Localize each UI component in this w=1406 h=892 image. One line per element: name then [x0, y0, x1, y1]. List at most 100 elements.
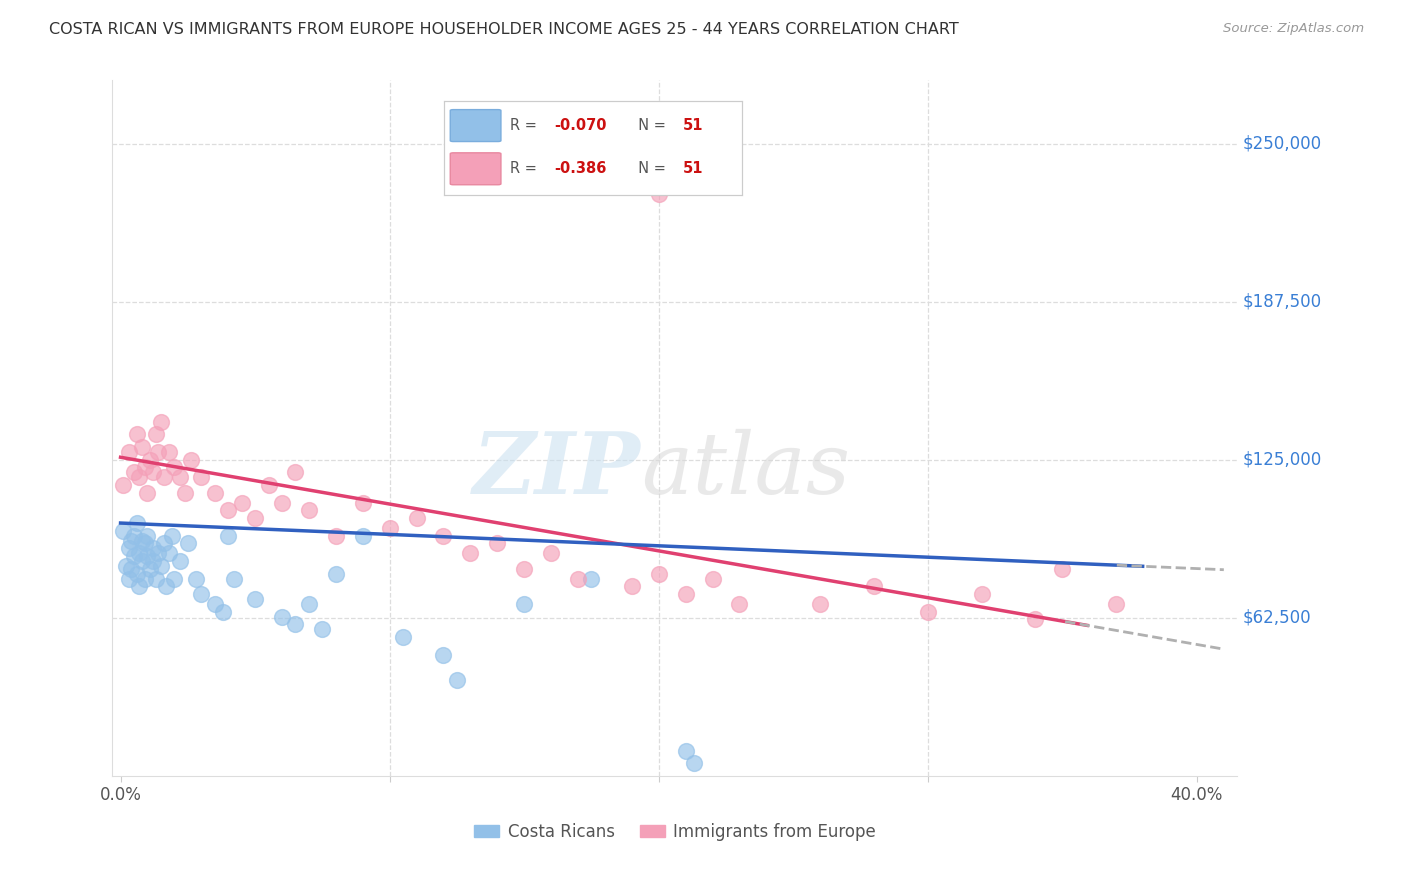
- Point: [257, 478, 280, 492]
- Point: [142, 554, 165, 568]
- Point: [231, 496, 253, 510]
- Point: [128, 579, 150, 593]
- Point: [149, 415, 172, 429]
- Point: [145, 427, 167, 442]
- Point: [142, 466, 165, 480]
- Point: [204, 597, 226, 611]
- Point: [136, 529, 159, 543]
- Point: [352, 496, 374, 510]
- Point: [160, 529, 183, 543]
- Point: [567, 572, 589, 586]
- Point: [122, 549, 145, 563]
- Point: [243, 591, 266, 606]
- Point: [128, 546, 150, 560]
- Point: [134, 572, 156, 586]
- Point: [204, 485, 226, 500]
- Point: [152, 470, 174, 484]
- Point: [180, 452, 202, 467]
- Point: [142, 541, 165, 556]
- Point: [125, 427, 148, 442]
- Point: [378, 521, 401, 535]
- Point: [271, 609, 294, 624]
- Point: [134, 460, 156, 475]
- Point: [325, 529, 347, 543]
- Point: [139, 452, 162, 467]
- Text: $125,000: $125,000: [1243, 450, 1322, 469]
- Text: ZIP: ZIP: [474, 428, 641, 512]
- Point: [139, 561, 162, 575]
- Point: [122, 529, 145, 543]
- Point: [145, 572, 167, 586]
- Point: [970, 587, 993, 601]
- Point: [163, 572, 186, 586]
- Point: [620, 579, 643, 593]
- Text: COSTA RICAN VS IMMIGRANTS FROM EUROPE HOUSEHOLDER INCOME AGES 25 - 44 YEARS CORR: COSTA RICAN VS IMMIGRANTS FROM EUROPE HO…: [49, 22, 959, 37]
- Point: [284, 617, 307, 632]
- Point: [136, 549, 159, 563]
- Point: [148, 445, 170, 459]
- Point: [163, 460, 186, 475]
- Point: [222, 572, 245, 586]
- Point: [149, 559, 172, 574]
- Point: [174, 485, 197, 500]
- Point: [808, 597, 831, 611]
- Point: [392, 630, 415, 644]
- Point: [157, 445, 180, 459]
- Point: [184, 572, 207, 586]
- Point: [120, 561, 142, 575]
- Point: [169, 554, 191, 568]
- Point: [682, 756, 704, 771]
- Point: [405, 511, 427, 525]
- Point: [131, 533, 153, 548]
- Point: [513, 597, 536, 611]
- Point: [120, 533, 142, 548]
- Point: [122, 466, 145, 480]
- Point: [152, 536, 174, 550]
- Point: [217, 503, 239, 517]
- Point: [125, 516, 148, 530]
- Point: [298, 597, 321, 611]
- Point: [728, 597, 751, 611]
- Point: [1052, 561, 1074, 575]
- Point: [157, 546, 180, 560]
- Point: [1024, 612, 1046, 626]
- Point: [211, 605, 233, 619]
- Point: [125, 566, 148, 581]
- Point: [298, 503, 321, 517]
- Point: [648, 187, 671, 202]
- Point: [1105, 597, 1128, 611]
- Point: [190, 470, 212, 484]
- Point: [148, 546, 170, 560]
- Text: $187,500: $187,500: [1243, 293, 1322, 310]
- Point: [131, 554, 153, 568]
- Point: [675, 744, 697, 758]
- Point: [134, 536, 156, 550]
- Point: [540, 546, 562, 560]
- Point: [486, 536, 509, 550]
- Point: [169, 470, 191, 484]
- Point: [325, 566, 347, 581]
- Point: [513, 561, 536, 575]
- Point: [177, 536, 200, 550]
- Point: [190, 587, 212, 601]
- Point: [702, 572, 724, 586]
- Point: [117, 445, 139, 459]
- Point: [217, 529, 239, 543]
- Point: [675, 587, 697, 601]
- Point: [460, 546, 482, 560]
- Point: [115, 559, 138, 574]
- Point: [117, 572, 139, 586]
- Point: [432, 648, 454, 662]
- Text: $250,000: $250,000: [1243, 135, 1322, 153]
- Point: [155, 579, 177, 593]
- Point: [243, 511, 266, 525]
- Point: [352, 529, 374, 543]
- Point: [284, 466, 307, 480]
- Point: [128, 470, 150, 484]
- Point: [271, 496, 294, 510]
- Point: [581, 572, 603, 586]
- Point: [311, 622, 333, 636]
- Point: [136, 485, 159, 500]
- Legend: Costa Ricans, Immigrants from Europe: Costa Ricans, Immigrants from Europe: [468, 816, 882, 847]
- Point: [648, 566, 671, 581]
